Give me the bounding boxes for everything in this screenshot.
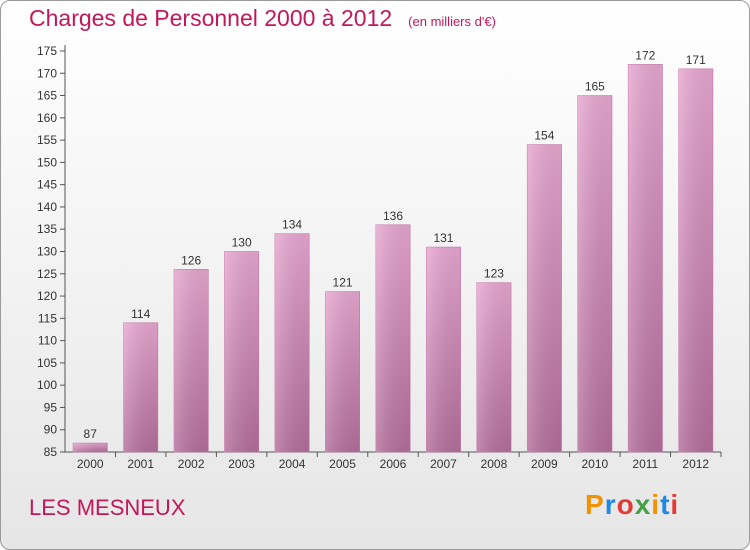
- y-tick-label: 115: [38, 311, 57, 325]
- x-tick-label: 2004: [279, 457, 306, 471]
- bar-value-label: 134: [282, 218, 302, 232]
- y-tick-label: 135: [37, 222, 57, 236]
- x-tick-label: 2011: [632, 457, 658, 471]
- y-tick-label: 130: [37, 245, 57, 259]
- y-tick-label: 120: [37, 289, 57, 303]
- bar-value-label: 172: [635, 48, 655, 62]
- y-tick-label: 175: [37, 44, 57, 58]
- bar-shade: [375, 224, 411, 452]
- chart-subtitle: (en milliers d'€): [408, 14, 496, 29]
- logo-letter: P: [585, 489, 605, 520]
- x-tick-label: 2007: [430, 457, 457, 471]
- chart-title: Charges de Personnel 2000 à 2012 (en mill…: [29, 5, 496, 32]
- y-tick-label: 90: [44, 423, 58, 437]
- bar-shade: [173, 269, 209, 452]
- bar-value-label: 154: [534, 129, 554, 143]
- y-tick-label: 100: [37, 378, 57, 392]
- logo-letter: x: [634, 489, 652, 520]
- bar-value-label: 123: [484, 267, 504, 281]
- bar-value-label: 87: [84, 427, 98, 441]
- bar-value-label: 171: [686, 53, 706, 67]
- x-tick-label: 2005: [329, 457, 356, 471]
- logo-letter: r: [604, 489, 617, 520]
- y-tick-label: 110: [38, 334, 57, 348]
- y-tick-label: 95: [44, 400, 58, 414]
- logo-letter: t: [660, 489, 671, 520]
- logo-letter: i: [651, 489, 661, 520]
- bar-shade: [123, 322, 158, 452]
- x-tick-label: 2006: [380, 457, 407, 471]
- logo-letter: o: [616, 489, 635, 520]
- bar-shade: [73, 443, 108, 452]
- bar-value-label: 165: [585, 80, 605, 94]
- y-tick-label: 145: [37, 178, 57, 192]
- bar-value-label: 126: [181, 253, 201, 267]
- commune-name: LES MESNEUX: [29, 495, 186, 520]
- bar-shade: [476, 282, 512, 452]
- y-tick-label: 150: [37, 155, 57, 169]
- bar-value-label: 136: [383, 209, 403, 223]
- y-tick-label: 105: [37, 356, 57, 370]
- x-tick-label: 2000: [77, 457, 104, 471]
- y-tick-label: 170: [37, 66, 57, 80]
- bar-value-label: 121: [333, 276, 353, 290]
- y-tick-label: 140: [37, 200, 57, 214]
- x-tick-label: 2009: [531, 457, 558, 471]
- bar-shade: [426, 247, 461, 452]
- y-tick-label: 165: [37, 89, 57, 103]
- logo-letter: i: [670, 489, 680, 520]
- x-tick-label: 2010: [581, 457, 608, 471]
- bar-shade: [325, 291, 360, 452]
- x-tick-label: 2012: [682, 457, 709, 471]
- bar-shade: [527, 144, 562, 453]
- chart-title-text: Charges de Personnel 2000 à 2012: [29, 5, 393, 31]
- x-tick-label: 2003: [228, 457, 255, 471]
- x-tick-label: 2001: [127, 457, 154, 471]
- y-tick-label: 155: [37, 133, 57, 147]
- bar-shade: [274, 233, 310, 452]
- y-tick-label: 125: [37, 267, 57, 281]
- bar-value-label: 131: [433, 231, 453, 245]
- proxiti-logo: Proxiti: [585, 489, 679, 521]
- x-tick-label: 2008: [481, 457, 508, 471]
- y-tick-label: 85: [44, 445, 58, 459]
- bar-shade: [628, 64, 663, 452]
- bar-shade: [224, 251, 259, 452]
- bar-shade: [678, 68, 713, 453]
- y-tick-label: 160: [37, 111, 57, 125]
- x-tick-label: 2002: [178, 457, 205, 471]
- bar-value-label: 114: [131, 307, 150, 321]
- bar-shade: [577, 95, 613, 453]
- bar-value-label: 130: [232, 236, 252, 250]
